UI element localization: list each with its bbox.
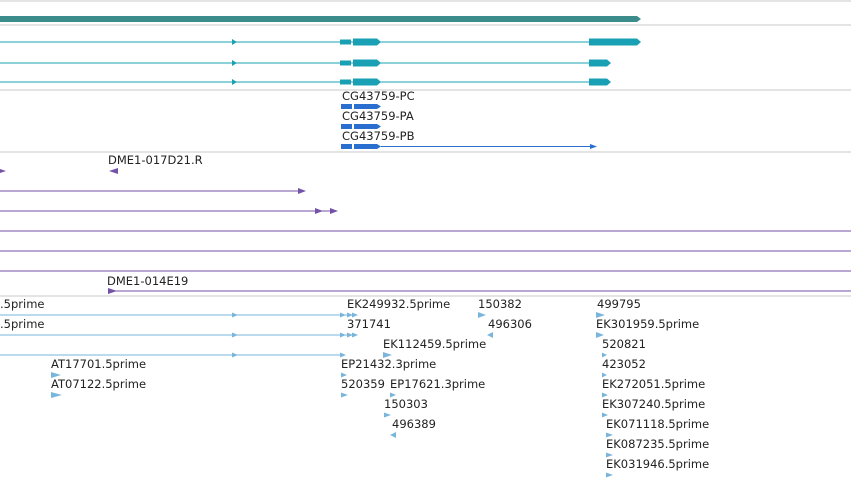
est-feature[interactable] (606, 452, 613, 458)
est-label: 150303 (384, 397, 428, 411)
est-label: EK307240.5prime (602, 397, 705, 411)
gene-model-track: CG43759-PC CG43759-PA CG43759-PB (341, 89, 597, 149)
clone-track: DME1-017D21.R DME1-014E19 (0, 153, 851, 294)
track-separators (0, 0, 851, 297)
est-feature[interactable] (596, 332, 604, 338)
gene-model-feature[interactable] (341, 104, 381, 109)
clone-feature[interactable] (0, 169, 6, 173)
est-feature[interactable] (0, 312, 358, 318)
clone-feature[interactable] (109, 168, 118, 174)
est-label: 520821 (602, 337, 646, 351)
transcript-feature[interactable] (0, 38, 641, 46)
est-label: EK112459.5prime (383, 337, 486, 351)
est-label: EP17621.3prime (390, 377, 485, 391)
est-label: EK249932.5prime (347, 297, 450, 311)
est-label: 520359 (341, 377, 385, 391)
est-label: EK031946.5prime (606, 457, 709, 471)
est-track: .5prime EK249932.5prime 150382 499795 .5… (0, 297, 709, 478)
est-feature[interactable] (51, 372, 61, 378)
est-label: EK272051.5prime (602, 377, 705, 391)
est-feature[interactable] (602, 352, 607, 358)
est-label: 423052 (602, 357, 646, 371)
est-feature[interactable] (602, 372, 607, 378)
est-feature[interactable] (341, 372, 347, 378)
gene-model-label: CG43759-PB (342, 129, 415, 143)
est-feature[interactable] (606, 432, 613, 438)
est-feature[interactable] (341, 392, 348, 398)
est-label: EK301959.5prime (596, 317, 699, 331)
est-feature[interactable] (487, 332, 493, 338)
est-feature[interactable] (602, 412, 608, 418)
strand-arrow-icon (232, 60, 237, 66)
est-label: 496306 (488, 317, 532, 331)
est-label: AT07122.5prime (51, 377, 146, 391)
gene-model-feature[interactable] (341, 124, 381, 129)
est-label: 150382 (478, 297, 522, 311)
strand-arrow-icon (232, 39, 237, 45)
transcript-feature[interactable] (0, 78, 611, 86)
strand-arrow-icon (232, 79, 237, 85)
clone-feature[interactable] (0, 188, 306, 194)
transcript-feature[interactable] (0, 59, 611, 67)
gene-span-bar[interactable] (0, 16, 641, 22)
est-label: EK071118.5prime (606, 417, 709, 431)
est-label: .5prime (0, 297, 44, 311)
est-feature[interactable] (602, 392, 608, 398)
est-feature[interactable] (606, 472, 613, 478)
est-feature[interactable] (51, 392, 62, 398)
clone-label: DME1-014E19 (107, 274, 188, 288)
est-label: 371741 (347, 317, 391, 331)
est-feature[interactable] (478, 312, 486, 318)
transcript-track (0, 38, 641, 86)
gene-model-label: CG43759-PA (342, 109, 414, 123)
est-feature[interactable] (0, 332, 358, 338)
clone-label: DME1-017D21.R (108, 153, 203, 167)
est-label: AT17701.5prime (51, 357, 146, 371)
clone-feature[interactable] (108, 288, 851, 294)
est-feature[interactable] (390, 432, 396, 438)
est-feature[interactable] (383, 352, 392, 358)
est-feature[interactable] (596, 312, 605, 318)
gene-model-feature[interactable] (341, 144, 597, 149)
est-label: EP21432.3prime (341, 357, 436, 371)
gene-model-label: CG43759-PC (342, 89, 415, 103)
clone-feature[interactable] (0, 208, 338, 214)
est-feature[interactable] (384, 412, 391, 418)
est-feature[interactable] (0, 352, 346, 358)
gene-span-track (0, 16, 641, 22)
est-label: 496389 (392, 417, 436, 431)
est-label: 499795 (597, 297, 641, 311)
est-label: .5prime (0, 317, 44, 331)
est-label: EK087235.5prime (606, 437, 709, 451)
est-feature[interactable] (390, 392, 396, 398)
